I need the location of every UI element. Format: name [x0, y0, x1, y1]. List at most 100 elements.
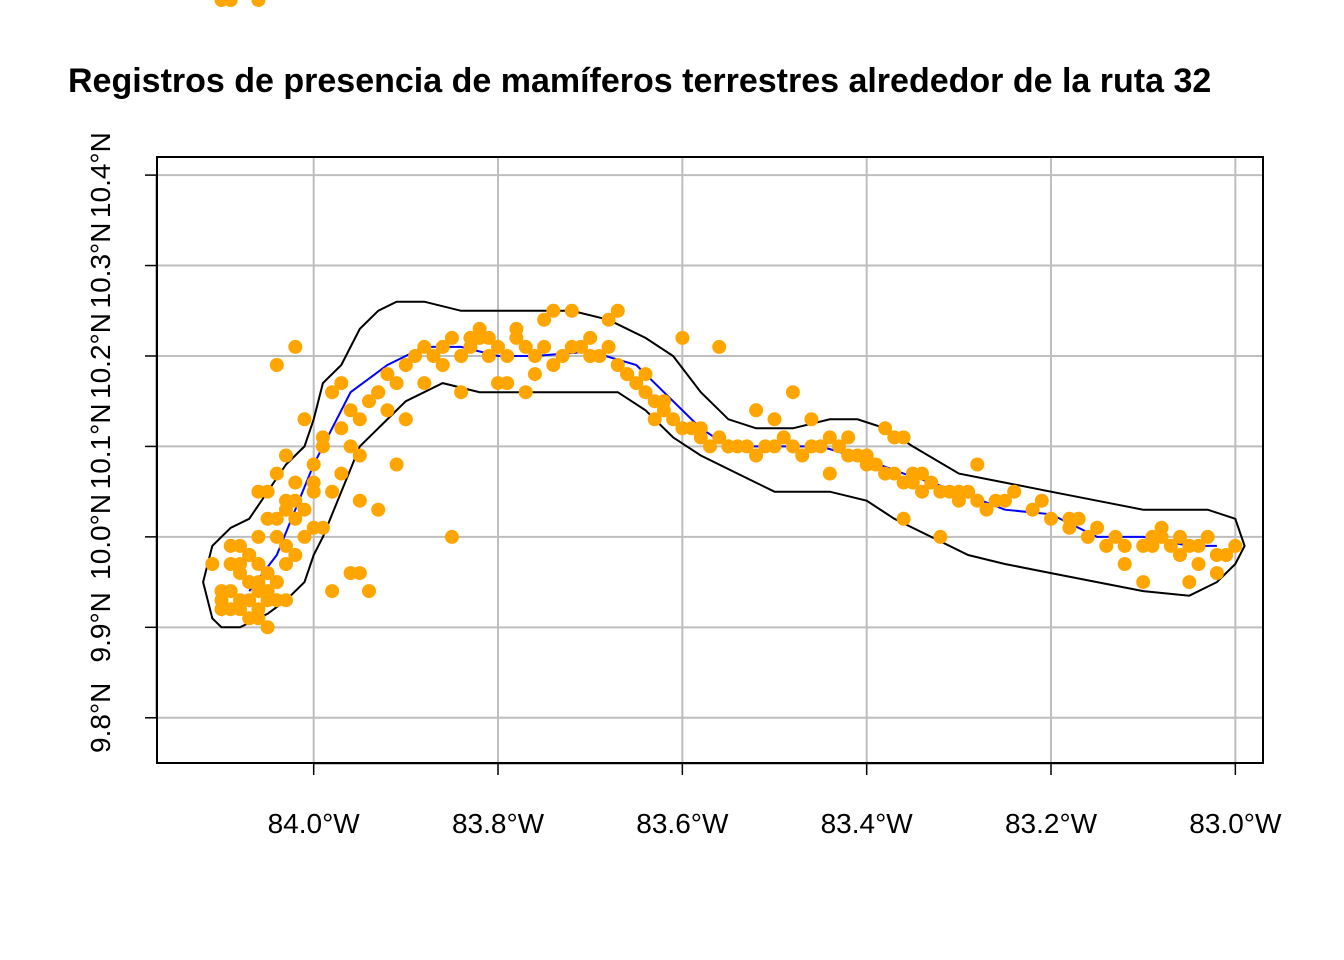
presence-point: [444, 529, 459, 544]
presence-point: [868, 457, 883, 472]
presence-point: [905, 466, 920, 481]
presence-point: [426, 349, 441, 363]
presence-point: [1191, 557, 1206, 571]
presence-point: [1173, 548, 1187, 562]
presence-point: [887, 430, 902, 445]
grid-lines: [157, 157, 1263, 763]
presence-point: [251, 484, 266, 499]
x-axis: 84.0°W 83.8°W 83.6°W 83.4°W 83.2°W 83.0°W: [268, 762, 1282, 839]
presence-point: [334, 421, 349, 436]
presence-point: [444, 330, 459, 345]
y-tick-label: 10.2°N: [85, 313, 116, 399]
presence-point: [260, 620, 275, 635]
presence-point: [288, 493, 303, 508]
presence-point: [435, 339, 450, 354]
presence-point: [500, 376, 515, 391]
presence-point: [537, 312, 552, 327]
presence-point: [343, 403, 358, 418]
presence-point: [712, 430, 727, 445]
presence-point: [527, 367, 542, 382]
presence-point: [924, 475, 939, 490]
presence-point: [288, 548, 303, 562]
presence-point: [297, 502, 312, 517]
presence-point: [933, 529, 948, 544]
presence-point: [675, 330, 690, 345]
presence-point: [583, 330, 598, 345]
presence-point: [1071, 511, 1086, 526]
presence-point: [463, 330, 478, 345]
presence-point: [785, 385, 800, 400]
presence-point: [841, 430, 856, 445]
presence-point: [703, 439, 717, 454]
presence-point: [896, 511, 911, 526]
y-tick-label: 10.1°N: [85, 403, 116, 489]
presence-point: [970, 493, 985, 508]
presence-point: [592, 349, 607, 363]
presence-point: [629, 376, 644, 391]
presence-point: [325, 385, 340, 400]
chart-title: Registros de presencia de mamíferos terr…: [68, 62, 1211, 100]
presence-point: [859, 448, 874, 463]
presence-point: [279, 502, 293, 517]
presence-point: [988, 493, 1003, 508]
presence-point: [878, 421, 893, 436]
presence-point: [1044, 511, 1058, 526]
presence-point: [749, 403, 764, 418]
y-tick-label: 10.0°N: [85, 494, 116, 580]
presence-point: [334, 376, 349, 391]
presence-point: [1007, 484, 1022, 499]
presence-point: [223, 0, 238, 7]
y-tick-label: 9.9°N: [85, 592, 116, 662]
presence-point: [546, 358, 561, 372]
presence-point: [288, 511, 303, 526]
y-tick-label: 10.3°N: [85, 223, 116, 309]
presence-point: [656, 394, 671, 409]
presence-point: [279, 593, 293, 608]
presence-point: [334, 466, 349, 481]
presence-point: [454, 349, 469, 363]
presence-point: [785, 439, 800, 454]
presence-point: [297, 412, 312, 427]
presence-point: [1173, 529, 1187, 544]
presence-point: [417, 376, 432, 391]
y-tick-label: 10.4°N: [85, 132, 116, 218]
x-tick-label: 83.2°W: [1005, 808, 1098, 839]
route-32-line: [248, 345, 1217, 592]
presence-point: [804, 412, 819, 427]
presence-point: [260, 566, 275, 581]
presence-point: [242, 611, 257, 626]
presence-point: [601, 339, 616, 354]
presence-point: [481, 349, 496, 363]
presence-point: [509, 321, 524, 336]
presence-point: [279, 538, 293, 553]
presence-point: [223, 538, 238, 553]
presence-point: [491, 339, 505, 354]
presence-point: [500, 349, 515, 363]
presence-point: [832, 439, 846, 454]
presence-point: [435, 358, 450, 372]
route-line: [248, 345, 1217, 592]
presence-point: [1080, 529, 1095, 544]
presence-point: [601, 312, 616, 327]
x-tick-label: 83.0°W: [1189, 808, 1282, 839]
presence-point: [749, 448, 764, 463]
presence-point: [417, 339, 432, 354]
presence-point: [693, 421, 708, 436]
presence-point: [297, 529, 312, 544]
presence-point: [306, 475, 321, 490]
presence-point: [1025, 502, 1040, 517]
presence-point: [251, 529, 266, 544]
presence-point: [214, 602, 229, 617]
presence-point: [214, 584, 229, 599]
presence-point: [1191, 538, 1206, 553]
presence-point: [721, 439, 736, 454]
presence-point: [362, 394, 376, 409]
presence-point: [776, 430, 791, 445]
route-buffer: [202, 300, 1246, 629]
presence-point: [352, 412, 367, 427]
y-axis: 9.8°N 9.9°N 10.0°N 10.1°N 10.2°N 10.3°N 10.4°N: [85, 132, 158, 753]
presence-point: [1228, 538, 1243, 553]
x-tick-label: 83.8°W: [452, 808, 545, 839]
presence-point: [518, 385, 533, 400]
presence-point: [352, 566, 367, 581]
